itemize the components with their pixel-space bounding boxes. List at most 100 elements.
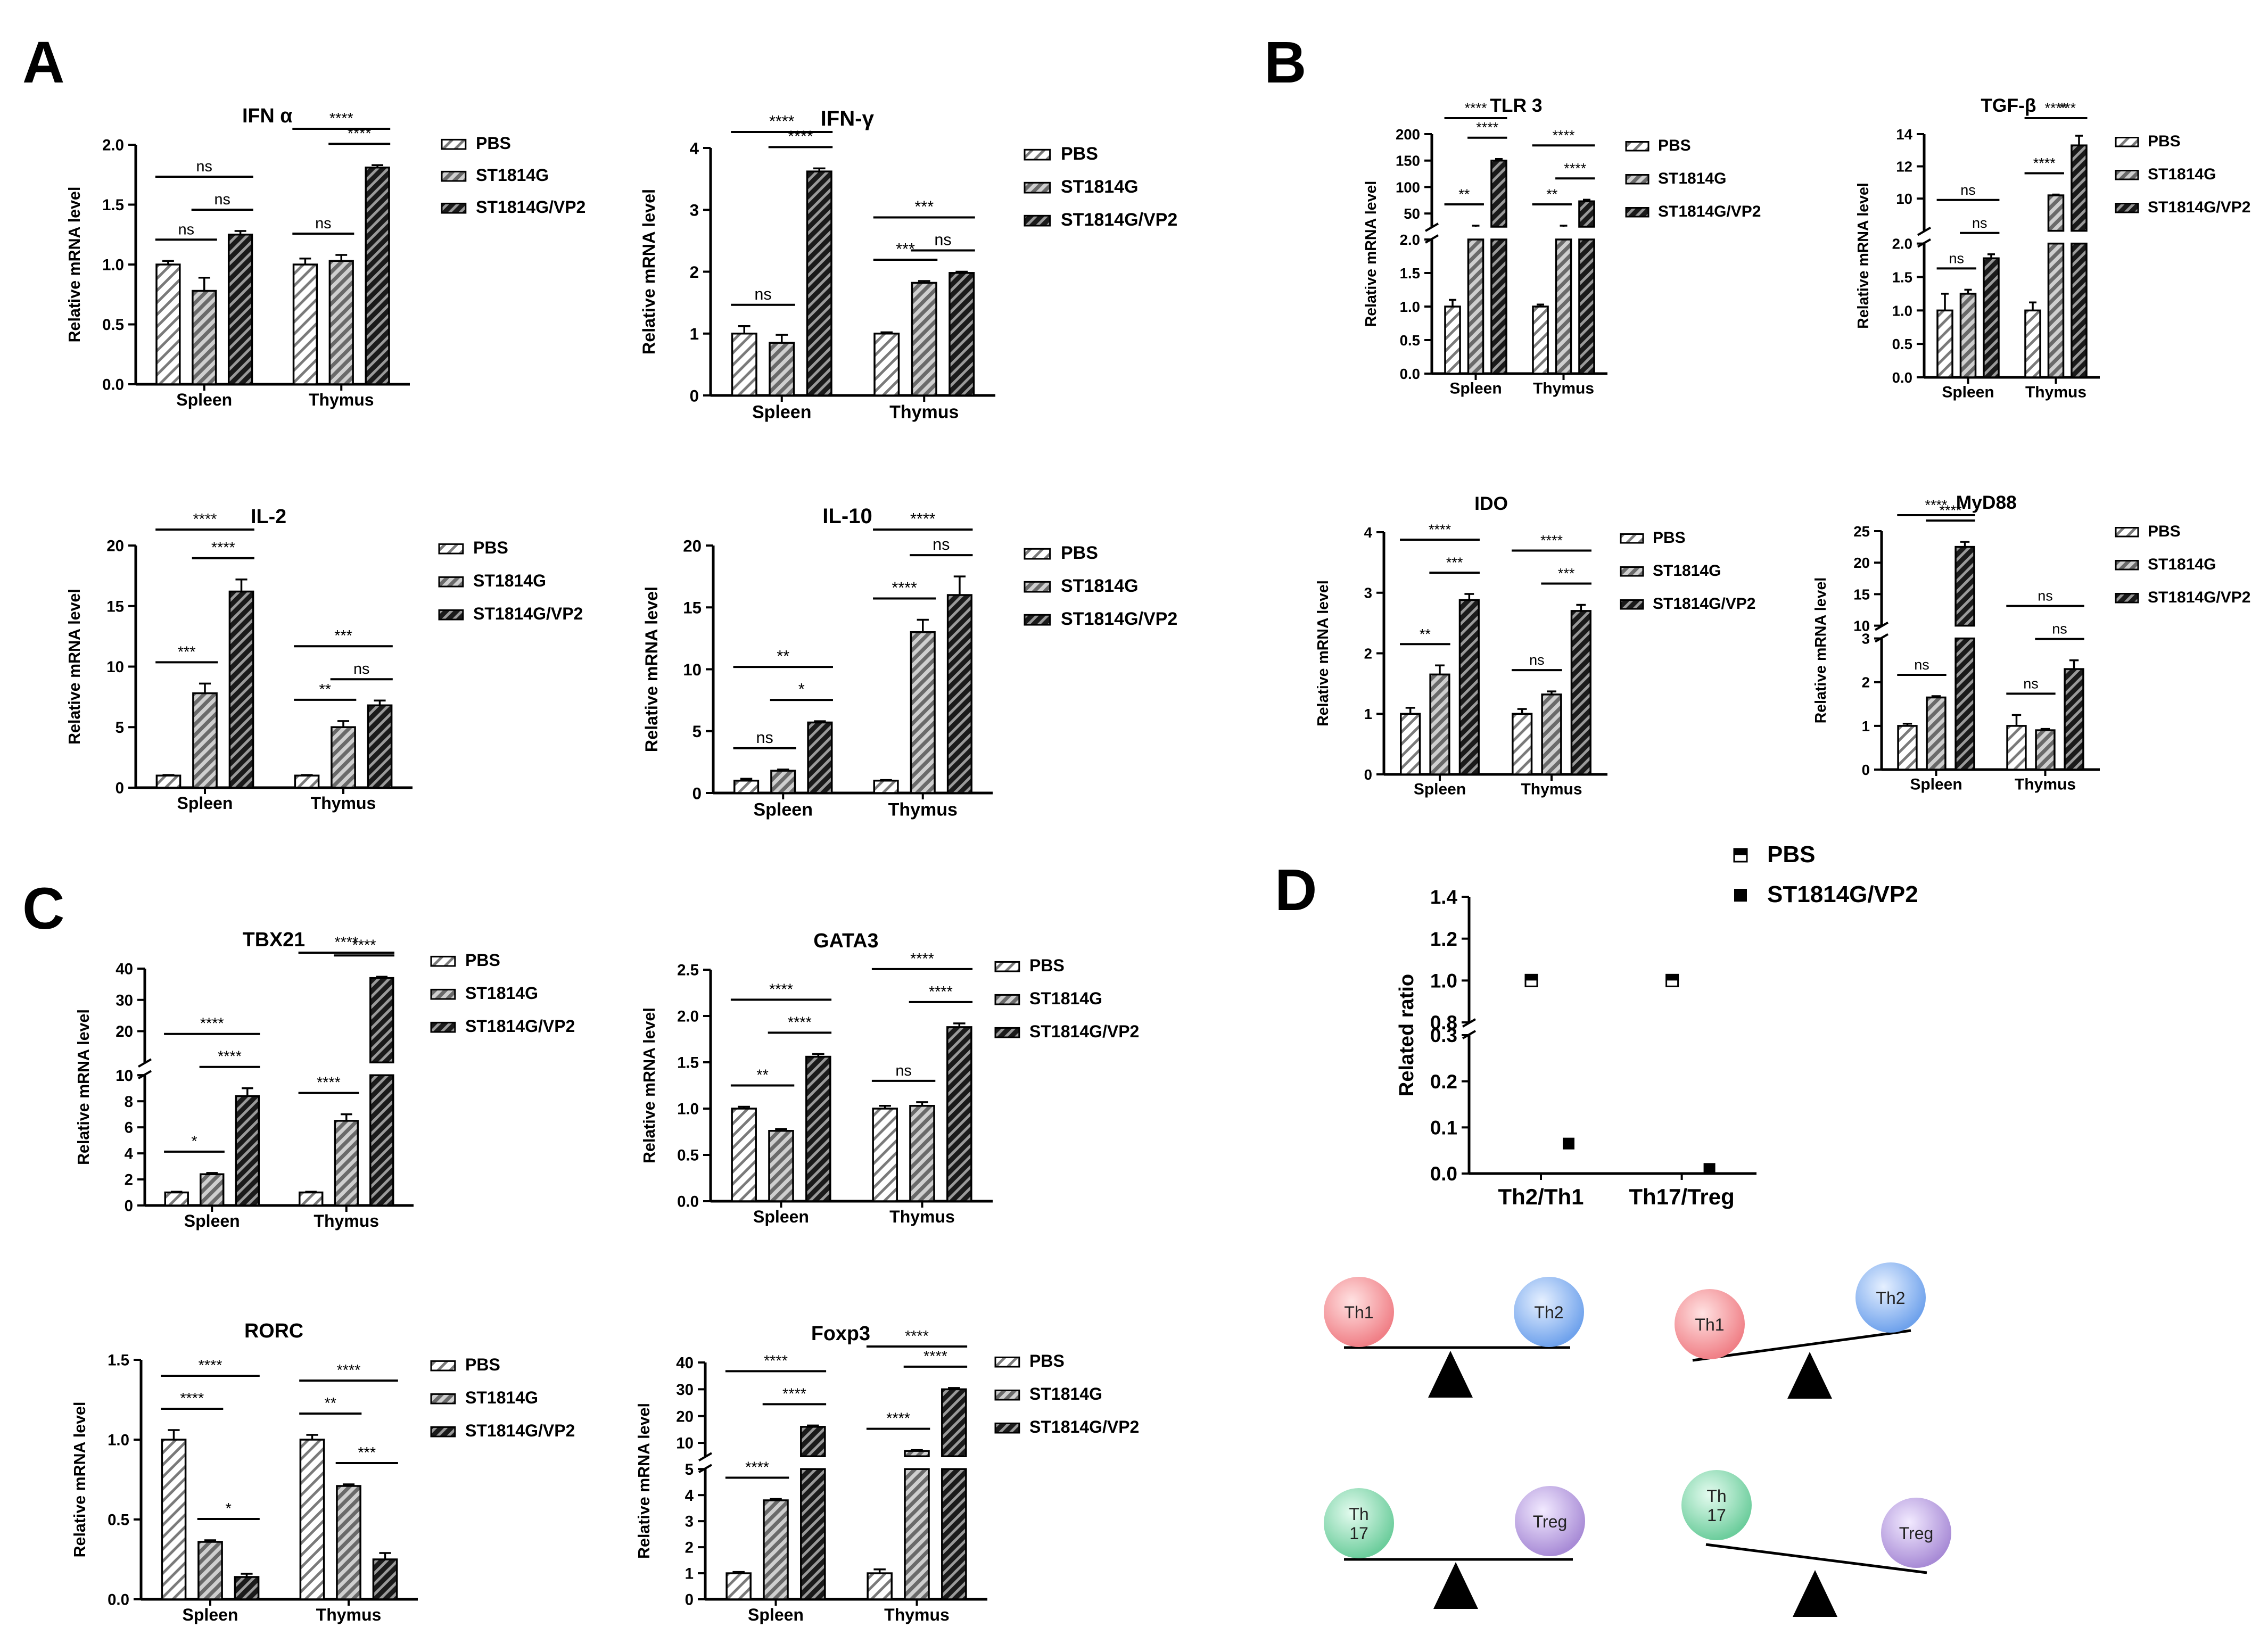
significance-label: ** [1458, 186, 1470, 202]
significance-label: **** [218, 1048, 242, 1065]
y-tick-label: 3 [685, 1513, 694, 1531]
y-tick-label: 2 [690, 263, 699, 282]
x-tick-label: Spleen [1414, 781, 1466, 798]
bar [235, 1095, 260, 1207]
significance-label: ns [1914, 657, 1929, 673]
cell-label: Th1 [1695, 1315, 1724, 1334]
significance-label: **** [769, 112, 795, 130]
y-tick-label: 40 [116, 961, 133, 978]
y-tick-label: 2.0 [1892, 236, 1912, 252]
cell-label: Th1 [1344, 1303, 1373, 1322]
significance-label: **** [1476, 120, 1499, 136]
bar [372, 1558, 398, 1600]
chart-title: MyD88 [1956, 492, 2017, 513]
y-axis-label: Related ratio [1396, 974, 1418, 1096]
bar [334, 1120, 359, 1207]
y-tick-label: 0.8 [1430, 1012, 1457, 1034]
legend-swatch [1620, 533, 1644, 544]
bar [192, 290, 217, 385]
x-tick-label: Th17/Treg [1629, 1184, 1734, 1209]
legend-label: PBS [1061, 144, 1098, 164]
legend-label: PBS [465, 951, 500, 970]
chart-il10: IL-10 0 5 10 15 20 Relative mRNA level Spleen Th… [642, 504, 1177, 820]
y-tick-label: 20 [676, 1408, 694, 1425]
bar [807, 721, 833, 794]
y-tick-label: 0 [690, 386, 699, 405]
x-tick-label: Thymus [889, 402, 959, 423]
legend-swatch [2115, 593, 2139, 604]
y-tick-label: 4 [690, 139, 699, 158]
significance-label: *** [1446, 555, 1463, 571]
bar [806, 170, 832, 397]
y-axis-label: Relative mRNA level [65, 589, 84, 745]
axis-break-mark [1917, 226, 1932, 236]
legend-label: PBS [473, 538, 508, 557]
bar [1983, 257, 2000, 378]
significance-label: **** [886, 1410, 910, 1427]
y-tick-label: 2.0 [677, 1008, 699, 1026]
chart-title: TGF-β [1981, 95, 2036, 116]
bar [2024, 309, 2041, 378]
panel-letter-b: B [1264, 30, 1306, 95]
bar [1467, 238, 1484, 375]
axis-break-mark [698, 1452, 713, 1461]
y-tick-label: 1.0 [102, 257, 124, 274]
legend-label: ST1814G [1029, 1384, 1102, 1403]
significance-label: **** [1925, 497, 1948, 513]
y-tick-label: 30 [676, 1381, 694, 1399]
pbs-point-fill [1666, 974, 1678, 981]
bar [2071, 144, 2088, 232]
significance-label: **** [769, 981, 793, 998]
significance-label: ** [1420, 626, 1431, 642]
cell-circle [1881, 1498, 1951, 1568]
significance-label: ** [319, 681, 331, 698]
y-tick-label: 1.5 [102, 196, 124, 214]
y-tick-label: 0.0 [108, 1591, 129, 1609]
axis-break-mark [137, 1058, 152, 1068]
legend-swatch [430, 1360, 456, 1372]
legend-swatch [2115, 137, 2139, 147]
legend-label: ST1814G [1653, 562, 1721, 580]
bar [910, 631, 936, 794]
legend-swatch [994, 961, 1020, 972]
significance-label: *** [334, 627, 352, 645]
significance-label: **** [1429, 522, 1451, 538]
x-tick-label: Thymus [884, 1605, 950, 1624]
y-tick-label: 3 [1862, 631, 1870, 647]
y-tick-label: 1.0 [677, 1101, 699, 1118]
significance-label: **** [788, 127, 813, 145]
bar [328, 260, 354, 385]
y-tick-label: 0.2 [1430, 1071, 1457, 1093]
y-tick-label: 1.5 [108, 1352, 129, 1369]
y-tick-label: 14 [1896, 126, 1912, 143]
y-tick-label: 10 [683, 660, 702, 679]
balance-scale: Th17 Treg [1681, 1470, 1951, 1617]
legend-swatch [430, 1393, 456, 1405]
significance-label: ns [934, 231, 951, 249]
y-axis-label: Relative mRNA level [65, 187, 84, 343]
y-axis-label: Relative mRNA level [635, 1403, 653, 1559]
chart-title: IFN-γ [821, 106, 875, 130]
y-tick-label: 0.0 [102, 376, 124, 394]
significance-label: *** [178, 643, 196, 660]
bar [946, 594, 972, 794]
significance-label: *** [914, 198, 934, 216]
x-tick-label: Spleen [1910, 776, 1962, 794]
x-tick-label: Spleen [1449, 380, 1502, 398]
legend-swatch [1024, 581, 1051, 593]
y-axis-label: Relative mRNA level [75, 1009, 93, 1165]
y-tick-label: 1 [685, 1565, 694, 1583]
significance-label: **** [337, 1362, 361, 1379]
x-tick-label: Spleen [753, 1207, 809, 1226]
significance-label: ns [756, 729, 773, 747]
chart-rorc: RORC 0.0 0.5 1.0 1.5 Relative mRNA level Splee… [71, 1319, 575, 1624]
cell-label: Th [1349, 1505, 1368, 1524]
x-tick-label: Spleen [748, 1605, 804, 1624]
y-tick-label: 2.5 [677, 962, 699, 979]
legend-swatch [994, 1422, 1020, 1434]
legend-label: ST1814G/VP2 [1061, 609, 1177, 629]
legend-label: ST1814G/VP2 [1653, 595, 1755, 613]
legend-label: ST1814G/VP2 [473, 604, 583, 623]
y-tick-label: 1.0 [1400, 299, 1420, 315]
